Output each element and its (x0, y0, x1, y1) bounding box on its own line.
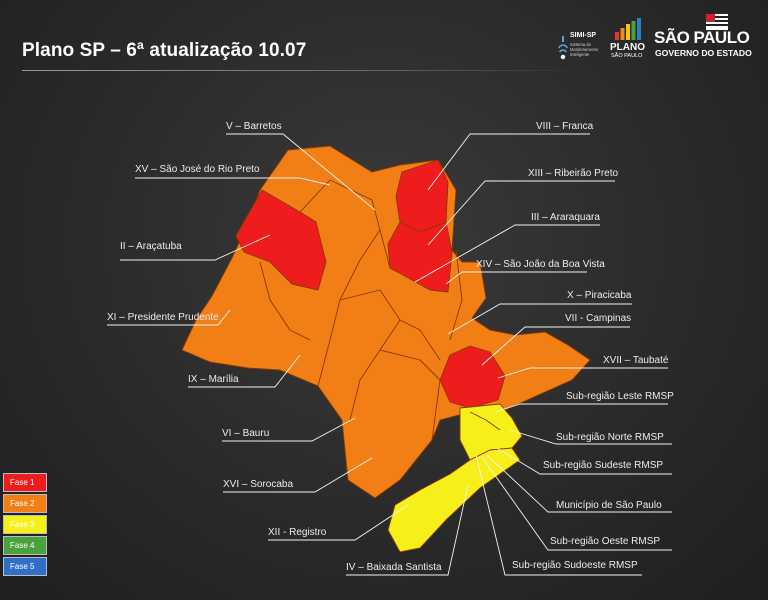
governo-sp-line2: GOVERNO DO ESTADO (655, 48, 752, 58)
governo-sp-line1: SÃO PAULO (654, 28, 750, 47)
simi-sp-name: SIMI-SP (570, 32, 597, 39)
state-flag-icon (706, 14, 728, 30)
callout-line-11 (497, 367, 668, 379)
region-label: V – Barretos (226, 121, 282, 132)
wifi-icon (558, 36, 568, 60)
title-divider (22, 70, 582, 71)
region-shape-state-base (181, 145, 591, 499)
region-shape-aracatuba (235, 189, 327, 291)
map-legend: Fase 1 Fase 2 Fase 3 Fase 4 Fase 5 (3, 473, 49, 578)
region-label: II – Araçatuba (120, 241, 182, 252)
callout-line-6 (120, 234, 271, 261)
simi-sp-subtitle: Sistema de Monitoramento Inteligente (570, 42, 598, 57)
callout-line-14 (222, 417, 356, 442)
callout-line-8 (447, 303, 632, 335)
region-label: XVI – Sorocaba (223, 479, 294, 490)
plano-sp-line1: PLANO (610, 42, 645, 53)
region-shape-ribeirao-araraquara (387, 221, 453, 293)
plano-sp-line2: SÃO PAULO (611, 53, 643, 59)
callout-line-10 (481, 326, 630, 366)
region-label: III – Araraquara (531, 212, 600, 223)
legend-item-fase-2: Fase 2 (3, 494, 47, 513)
region-label: IV – Baixada Santista (346, 562, 442, 573)
legend-item-fase-3: Fase 3 (3, 515, 47, 534)
callout-line-5 (414, 224, 600, 283)
simi-sp-logo: SIMI-SP Sistema de Monitoramento Intelig… (558, 26, 608, 66)
region-label: VII - Campinas (565, 313, 632, 324)
region-label: XIII – Ribeirão Preto (528, 168, 619, 179)
region-label: Município de São Paulo (556, 500, 662, 511)
callout-line-9 (107, 309, 231, 326)
callout-line-4 (427, 180, 615, 246)
region-label: Sub-região Sudoeste RMSP (512, 560, 638, 571)
region-label: VI – Bauru (222, 428, 270, 439)
region-label: Sub-região Leste RMSP (566, 391, 674, 402)
region-label: IX – Marília (188, 374, 239, 385)
callout-line-1 (226, 133, 376, 211)
callout-line-7 (445, 271, 587, 285)
callout-line-13 (494, 403, 668, 413)
region-shape-baixada-santista (387, 447, 521, 553)
region-label: XI – Presidente Prudente (107, 312, 219, 323)
bar-chart-icon (615, 18, 641, 40)
region-label: XII - Registro (268, 527, 327, 538)
region-label: X – Piracicaba (567, 290, 632, 301)
region-label: Sub-região Sudeste RMSP (543, 460, 664, 471)
callout-line-2 (427, 133, 590, 191)
page-title: Plano SP – 6ª atualização 10.07 (22, 40, 307, 61)
region-label: XV – São José do Rio Preto (135, 164, 260, 175)
callout-line-19 (268, 504, 409, 541)
callout-line-21 (346, 484, 469, 576)
plano-sp-logo: PLANO SÃO PAULO (610, 18, 646, 64)
callout-line-12 (188, 354, 301, 388)
region-label: XIV – São João da Boa Vista (476, 259, 605, 270)
region-label: Sub-região Norte RMSP (556, 432, 664, 443)
legend-item-fase-5: Fase 5 (3, 557, 47, 576)
callout-line-17 (223, 457, 373, 493)
governo-sp-logo: SÃO PAULO GOVERNO DO ESTADO (654, 14, 752, 64)
legend-item-fase-4: Fase 4 (3, 536, 47, 555)
callout-line-22 (475, 454, 642, 576)
region-label: Sub-região Oeste RMSP (550, 536, 661, 547)
region-border-internal (259, 179, 501, 441)
region-label: VIII – Franca (536, 121, 594, 132)
callout-line-3 (135, 177, 331, 186)
callout-line-20 (481, 456, 672, 551)
region-shape-taubate (439, 345, 506, 409)
callout-line-16 (496, 447, 672, 475)
legend-item-fase-1: Fase 1 (3, 473, 47, 492)
region-label: XVII – Taubaté (603, 355, 669, 366)
callout-line-15 (509, 429, 672, 445)
callout-line-18 (486, 454, 672, 513)
